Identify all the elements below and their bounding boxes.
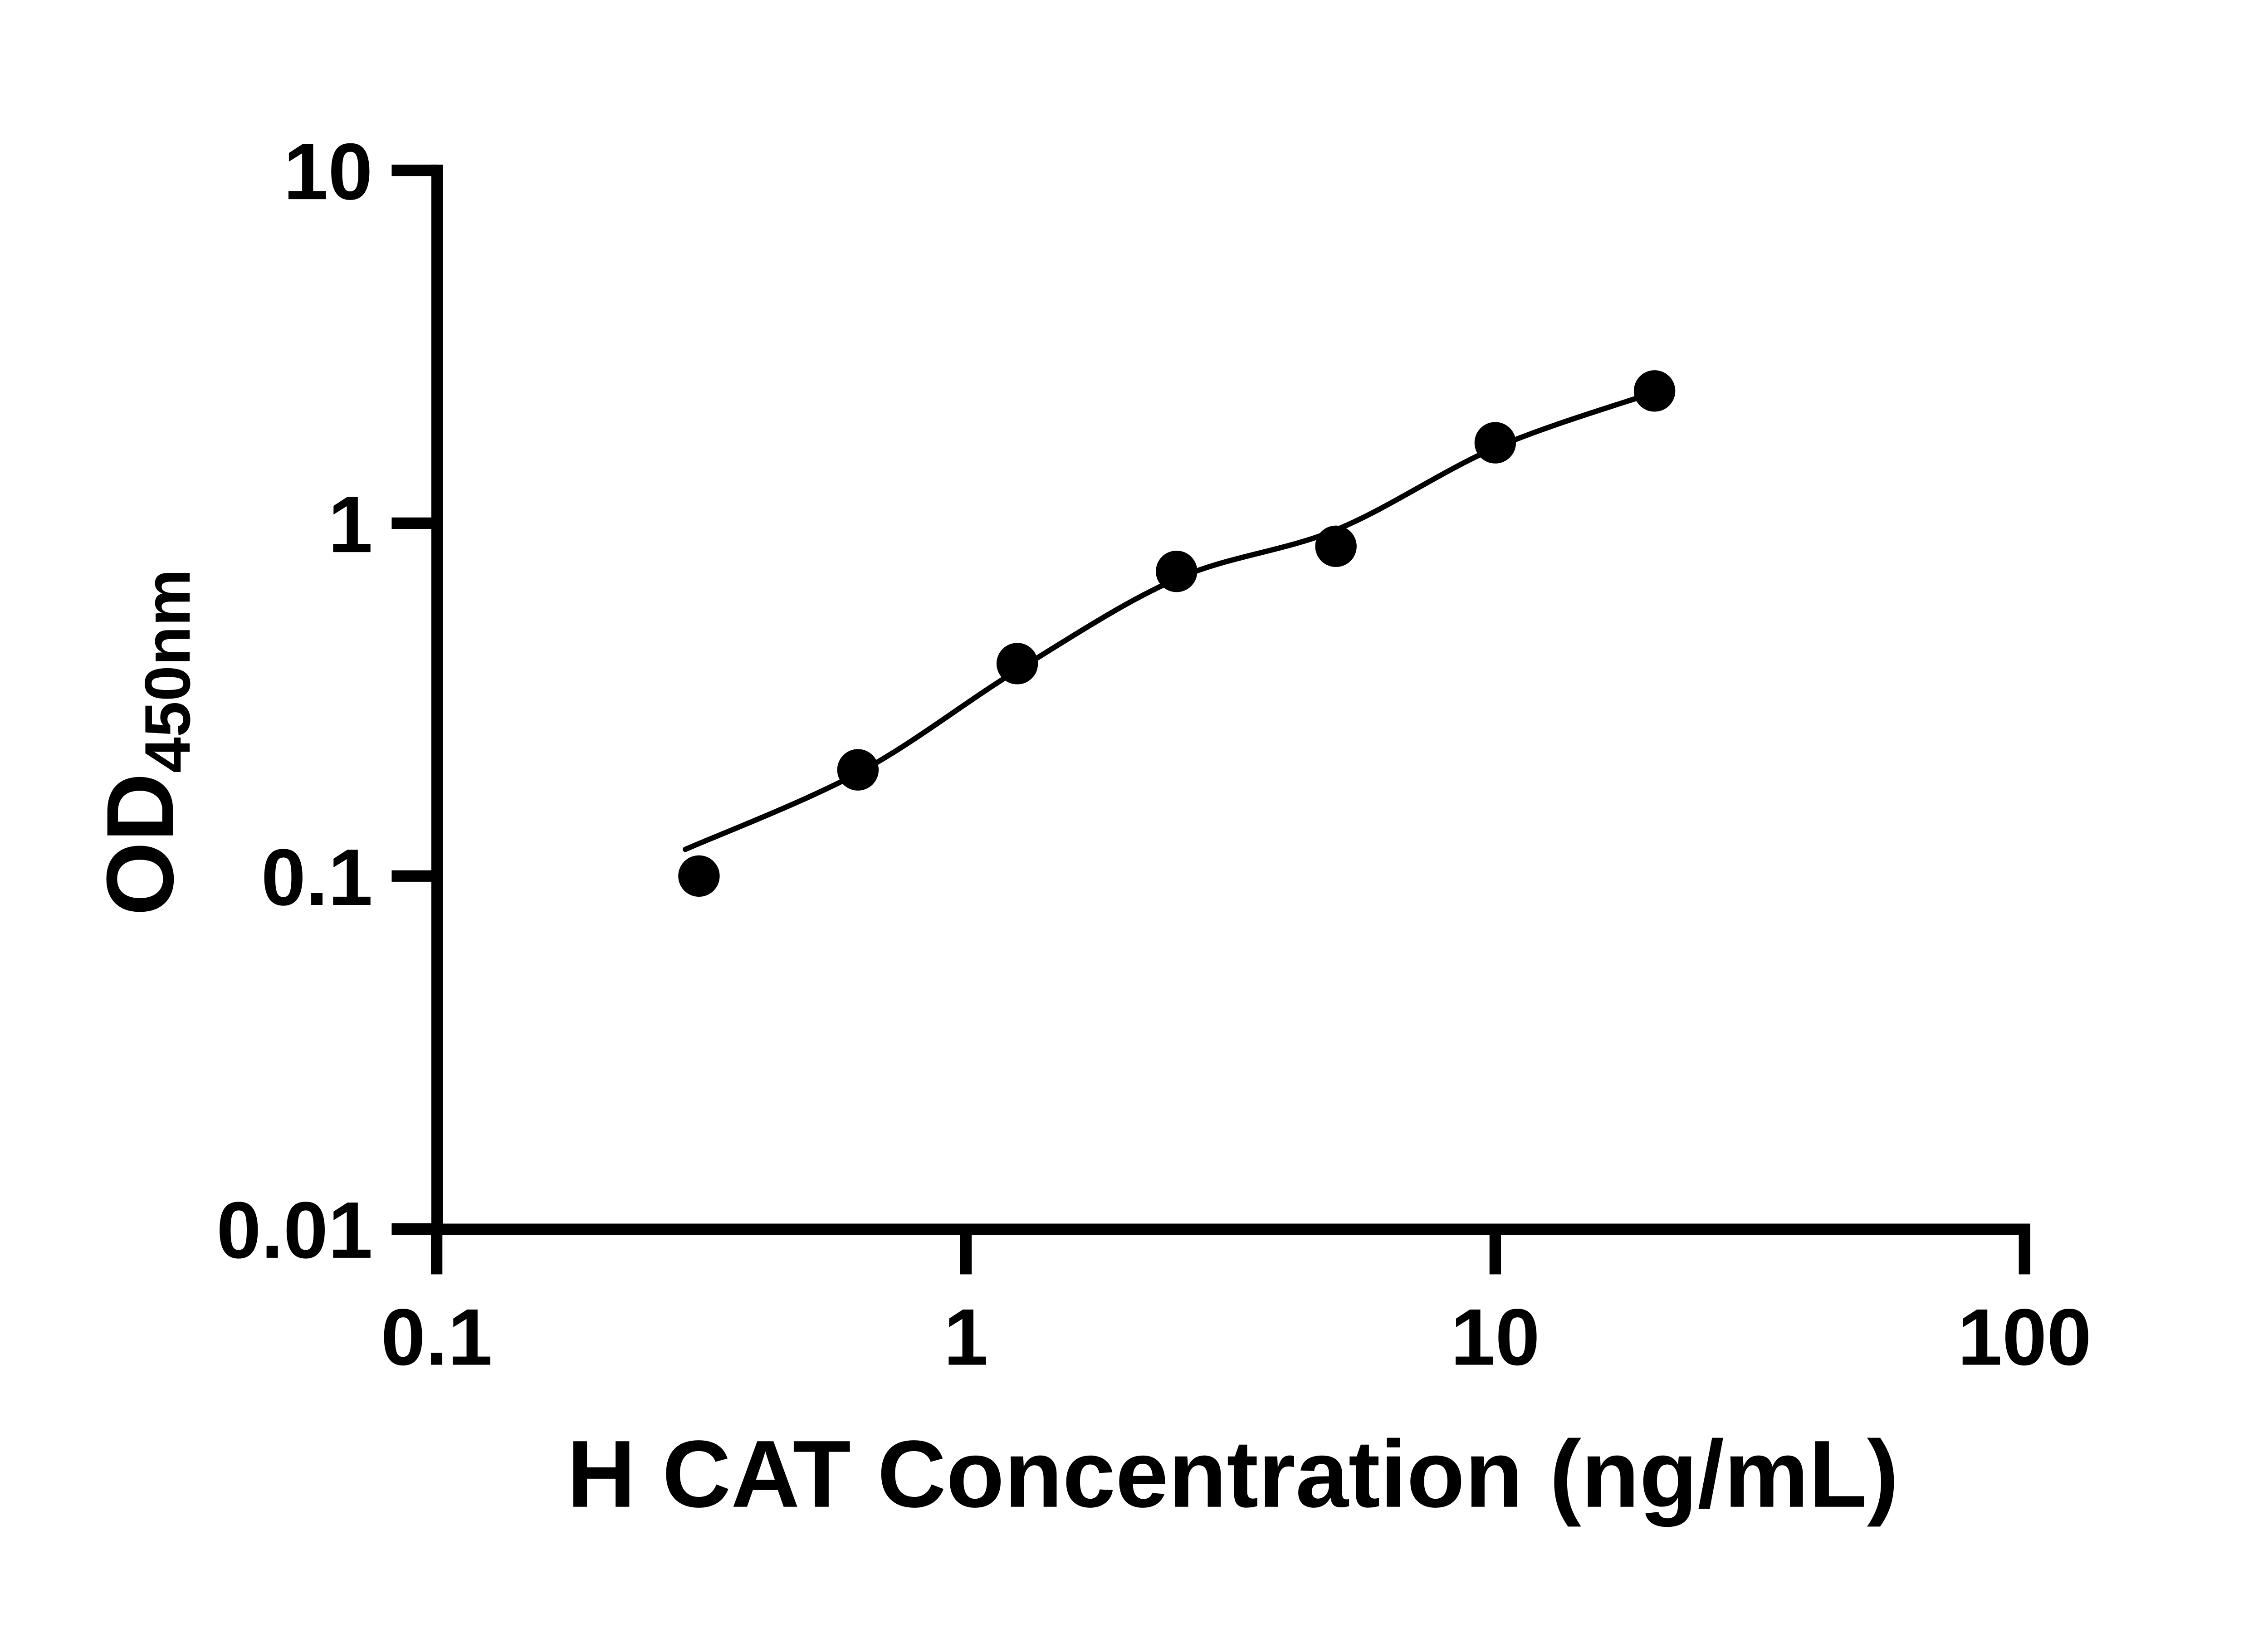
- y-tick-label: 0.01: [216, 1185, 372, 1275]
- y-tick-label: 10: [284, 127, 373, 216]
- data-point: [1315, 525, 1357, 567]
- y-axis-tick-labels: 10 1 0.1 0.01: [216, 127, 372, 1275]
- data-point: [678, 855, 720, 897]
- data-point: [1474, 422, 1516, 464]
- axes: [391, 164, 2030, 1275]
- y-axis-title-main: OD: [87, 773, 193, 916]
- x-axis-tick-labels: 0.1 1 10 100: [381, 1292, 2092, 1382]
- y-tick-label: 1: [328, 479, 372, 569]
- x-tick-label: 100: [1958, 1292, 2092, 1382]
- x-tick-label: 1: [943, 1292, 988, 1382]
- x-tick-label: 10: [1451, 1292, 1540, 1382]
- data-point: [996, 643, 1038, 684]
- y-axis-title: OD450nm: [87, 569, 204, 916]
- data-point: [837, 749, 879, 791]
- x-axis-title: H CAT Concentration (ng/mL): [567, 1421, 1899, 1527]
- data-points: [678, 370, 1676, 897]
- x-tick-label: 0.1: [381, 1292, 493, 1382]
- fit-curve-line: [683, 389, 1660, 852]
- data-point: [1633, 370, 1676, 412]
- data-point: [1156, 550, 1198, 592]
- y-tick-label: 0.1: [261, 832, 373, 922]
- y-axis-title-subscript: 450nm: [132, 569, 204, 773]
